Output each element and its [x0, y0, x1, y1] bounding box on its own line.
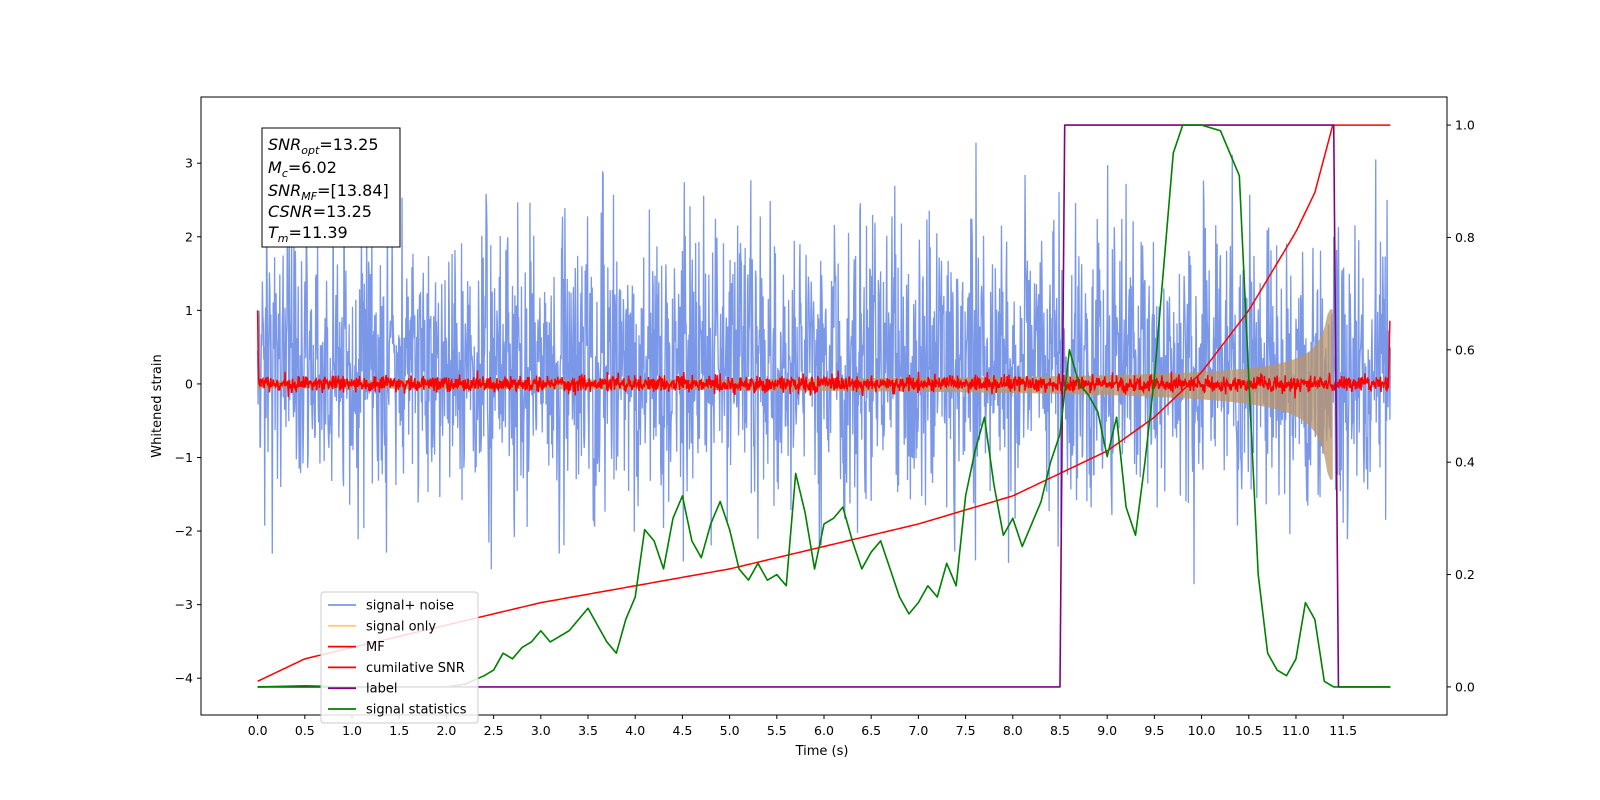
- stats-snr-opt: SNRopt=13.25: [268, 135, 379, 157]
- x-tick-label: 3.0: [531, 723, 551, 738]
- legend: signal+ noise signal only MF cumilative SNR…: [320, 591, 479, 724]
- y2-tick-label: 0.4: [1455, 455, 1475, 470]
- stats-snr-mf: SNRMF=[13.84]: [268, 181, 389, 203]
- x-tick-label: 5.0: [720, 723, 740, 738]
- x-tick-label: 0.5: [295, 723, 315, 738]
- y-tick-label: −3: [175, 597, 193, 612]
- x-tick-label: 2.5: [484, 723, 504, 738]
- legend-label: signal statistics: [366, 703, 467, 718]
- y-tick-label: 2: [185, 229, 193, 244]
- x-tick-label: 0.0: [248, 723, 268, 738]
- legend-label: MF: [366, 640, 385, 655]
- stats-box: SNRopt=13.25 Mc=6.02 SNRMF=[13.84] CSNR=…: [261, 127, 401, 248]
- stats-csnr: CSNR=13.25: [268, 202, 372, 221]
- x-tick-label: 6.5: [861, 723, 881, 738]
- x-tick-label: 8.5: [1050, 723, 1070, 738]
- y-tick-label: 1: [185, 303, 193, 318]
- x-tick-label: 1.0: [342, 723, 362, 738]
- legend-label: signal only: [366, 619, 436, 634]
- x-tick-label: 3.5: [578, 723, 598, 738]
- x-tick-label: 6.0: [814, 723, 834, 738]
- y-tick-label: −4: [175, 671, 193, 686]
- x-tick-label: 9.0: [1097, 723, 1117, 738]
- x-tick-label: 10.5: [1235, 723, 1263, 738]
- x-tick-label: 7.5: [956, 723, 976, 738]
- x-tick-label: 11.0: [1282, 723, 1310, 738]
- x-tick-label: 2.0: [436, 723, 456, 738]
- x-tick-label: 10.0: [1188, 723, 1216, 738]
- x-tick-label: 11.5: [1329, 723, 1357, 738]
- x-tick-label: 7.0: [908, 723, 928, 738]
- x-tick-label: 5.5: [767, 723, 787, 738]
- y-tick-label: −1: [175, 450, 193, 465]
- x-axis-title: Time (s): [795, 744, 849, 759]
- y2-tick-label: 0.8: [1455, 230, 1475, 245]
- x-tick-label: 9.5: [1144, 723, 1164, 738]
- signal-statistics-line: [257, 124, 1391, 688]
- y-tick-label: 3: [185, 156, 193, 171]
- x-tick-label: 8.0: [1003, 723, 1023, 738]
- x-tick-label: 1.5: [389, 723, 409, 738]
- x-tick-label: 4.5: [672, 723, 692, 738]
- legend-label: signal+ noise: [366, 599, 454, 614]
- y2-tick-label: 0.6: [1455, 342, 1475, 357]
- signal-noise-line: [256, 142, 1392, 585]
- x-tick-label: 4.0: [625, 723, 645, 738]
- stats-mc: Mc=6.02: [268, 158, 337, 180]
- legend-label: cumilative SNR: [366, 661, 465, 676]
- signal-only-overlay: [257, 309, 1333, 480]
- y2-tick-label: 0.2: [1455, 567, 1475, 582]
- legend-label: label: [366, 682, 397, 697]
- y-tick-label: −2: [175, 524, 193, 539]
- y-axis-title: Whitened strain: [150, 354, 165, 457]
- y2-tick-label: 1.0: [1455, 118, 1475, 133]
- y-tick-label: 0: [185, 376, 193, 391]
- y2-tick-label: 0.0: [1455, 679, 1475, 694]
- mf-line: [256, 310, 1391, 399]
- stats-tm: Tm=11.39: [268, 223, 348, 245]
